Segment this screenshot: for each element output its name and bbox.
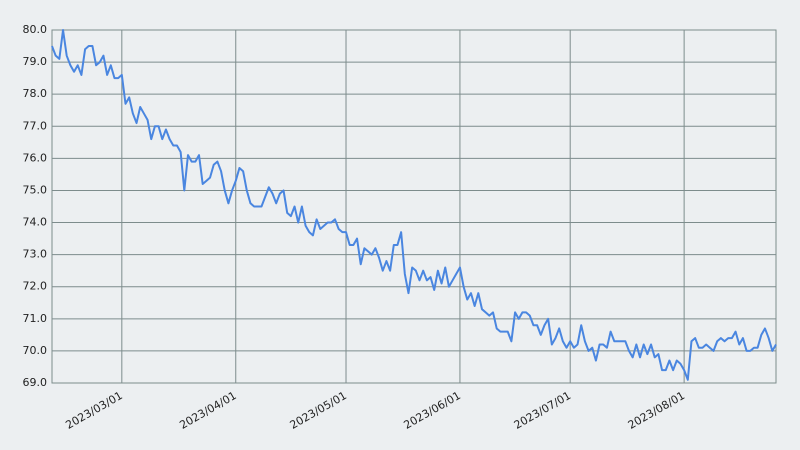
y-tick-label: 76.0 [23, 151, 48, 164]
y-tick-label: 78.0 [23, 87, 48, 100]
y-tick-label: 75.0 [23, 183, 48, 196]
y-tick-label: 69.0 [23, 376, 48, 389]
y-tick-label: 73.0 [23, 248, 48, 261]
y-tick-label: 79.0 [23, 55, 48, 68]
y-tick-label: 77.0 [23, 119, 48, 132]
y-tick-label: 71.0 [23, 312, 48, 325]
y-tick-label: 72.0 [23, 280, 48, 293]
y-tick-label: 74.0 [23, 216, 48, 229]
y-tick-label: 70.0 [23, 344, 48, 357]
data-line [51, 29, 777, 381]
plot-frame [51, 29, 777, 384]
y-tick-label: 80.0 [23, 23, 48, 36]
